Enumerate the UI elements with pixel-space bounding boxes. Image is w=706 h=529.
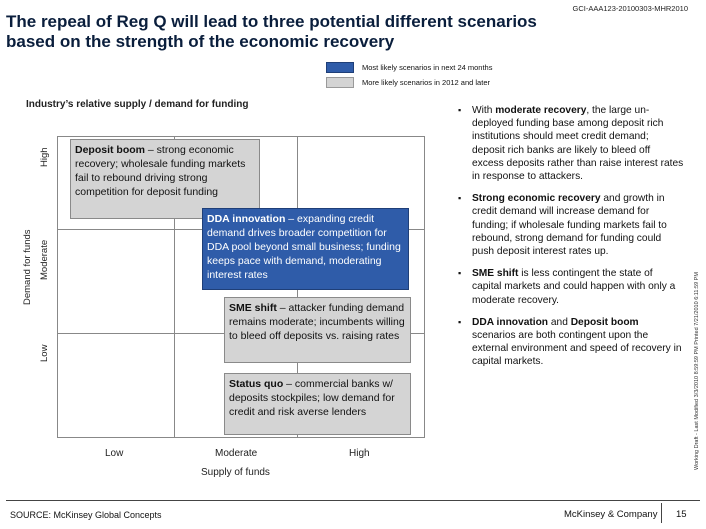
document-id: GCI-AAA123-20100303-MHR2010 bbox=[572, 4, 688, 13]
legend-label: More likely scenarios in 2012 and later bbox=[362, 77, 490, 87]
legend-swatch-dark bbox=[326, 61, 354, 73]
y-level-high: High bbox=[39, 147, 50, 167]
draft-stamp-note: Working Draft - Last Modified 3/3/2010 8… bbox=[694, 272, 700, 470]
bullet-marker-icon: ▪ bbox=[458, 316, 462, 327]
scenario-desc: – strong economic recovery; wholesale fu… bbox=[75, 144, 246, 198]
scenario-name: Deposit boom bbox=[75, 144, 145, 156]
bullet-emphasis: moderate recovery bbox=[495, 105, 587, 116]
scenario-sme-shift: SME shift – attacker funding demand rema… bbox=[224, 297, 411, 363]
x-level-moderate: Moderate bbox=[215, 448, 258, 459]
bullet-marker-icon: ▪ bbox=[458, 105, 462, 115]
bullet-item: ▪ Strong economic recovery and growth in… bbox=[458, 192, 684, 258]
chart-title: Industry’s relative supply / demand for … bbox=[26, 99, 249, 110]
scenario-name: Status quo bbox=[229, 378, 284, 390]
title-line-1: The repeal of Reg Q will lead to three p… bbox=[6, 12, 537, 31]
grid-line-right bbox=[424, 136, 425, 438]
bullet-item: ▪ With moderate recovery, the large un-d… bbox=[458, 104, 684, 183]
y-level-low: Low bbox=[39, 344, 50, 362]
bullet-emphasis: SME shift bbox=[472, 268, 519, 280]
footer-separator bbox=[661, 503, 662, 523]
bullet-text: is less contingent the state of capital … bbox=[472, 268, 676, 306]
bullet-text: , the large un-deployed funding base amo… bbox=[472, 105, 684, 183]
bullet-text: With bbox=[472, 105, 496, 116]
scenario-dda-innovation: DDA innovation – expanding credit demand… bbox=[202, 208, 409, 290]
page-title: The repeal of Reg Q will lead to three p… bbox=[6, 12, 646, 52]
grid-line-v1 bbox=[174, 136, 175, 438]
x-level-high: High bbox=[349, 448, 370, 459]
bullet-emphasis: DDA innovation bbox=[472, 316, 549, 328]
grid-line-bottom bbox=[57, 437, 425, 438]
bullet-marker-icon: ▪ bbox=[458, 193, 462, 204]
x-axis-title: Supply of funds bbox=[201, 467, 270, 478]
bullet-emphasis: Deposit boom bbox=[570, 316, 639, 328]
grid-line-left bbox=[57, 136, 58, 438]
scenario-desc: – expanding credit demand drives broader… bbox=[207, 213, 401, 281]
scenario-name: DDA innovation bbox=[207, 213, 286, 225]
legend-item-later: More likely scenarios in 2012 and later bbox=[326, 76, 490, 88]
y-axis-title: Demand for funds bbox=[22, 229, 33, 305]
footer-divider bbox=[6, 500, 700, 501]
scenario-name: SME shift bbox=[229, 302, 277, 314]
scenario-status-quo: Status quo – commercial banks w/ deposit… bbox=[224, 373, 411, 435]
legend-swatch-light bbox=[326, 76, 354, 88]
bullet-emphasis: Strong economic recovery bbox=[472, 193, 601, 205]
bullet-text: and growth in credit demand will increas… bbox=[472, 193, 667, 258]
y-level-moderate: Moderate bbox=[39, 239, 50, 280]
legend-label: Most likely scenarios in next 24 months bbox=[362, 62, 493, 72]
bullet-marker-icon: ▪ bbox=[458, 268, 462, 279]
page-number: 15 bbox=[676, 509, 687, 520]
scenario-desc: – commercial banks w/ deposits stockpile… bbox=[229, 378, 395, 418]
legend-item-likely: Most likely scenarios in next 24 months bbox=[326, 61, 492, 73]
scenario-deposit-boom: Deposit boom – strong economic recovery;… bbox=[70, 139, 260, 219]
grid-line-top bbox=[57, 136, 425, 137]
scenario-desc: – attacker funding demand remains modera… bbox=[229, 302, 405, 342]
bullet-item: ▪ SME shift is less contingent the state… bbox=[458, 267, 684, 307]
bullet-text: scenarios are both contingent upon the e… bbox=[472, 330, 682, 368]
commentary-bullets: ▪ With moderate recovery, the large un-d… bbox=[458, 104, 684, 378]
bullet-item: ▪ DDA innovation and Deposit boom scenar… bbox=[458, 316, 684, 369]
bullet-text: and bbox=[548, 316, 571, 328]
title-line-2: based on the strength of the economic re… bbox=[6, 32, 395, 51]
brand-name: McKinsey & Company bbox=[564, 509, 658, 520]
x-level-low: Low bbox=[105, 448, 124, 459]
source-note: SOURCE: McKinsey Global Concepts bbox=[10, 510, 162, 520]
